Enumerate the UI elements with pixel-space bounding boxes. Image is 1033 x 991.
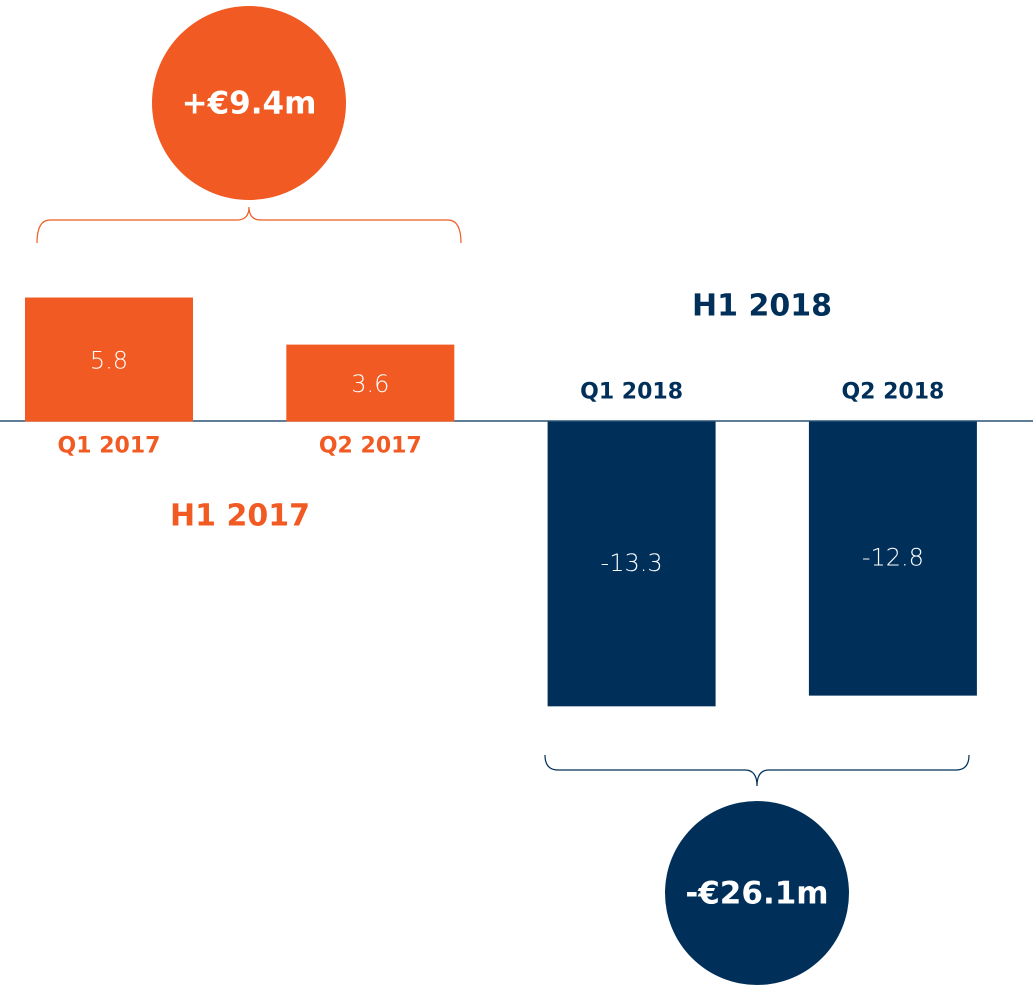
value-label: 3.6 xyxy=(351,370,389,398)
value-label: -13.3 xyxy=(601,549,663,577)
bar xyxy=(25,297,193,422)
total-label: -€26.1m xyxy=(685,876,828,912)
marks: 5.8 Q1 2017 3.6 Q2 2017 -13.3 Q1 2018 -12.8 Q2 … xyxy=(25,6,977,985)
category-label: Q1 2017 xyxy=(58,434,161,459)
category-label: Q1 2018 xyxy=(580,380,683,405)
bracket xyxy=(36,206,462,244)
total-label: +€9.4m xyxy=(182,86,317,122)
category-label: Q2 2018 xyxy=(841,380,944,405)
group-label: H1 2018 xyxy=(692,289,832,324)
bar xyxy=(808,421,977,696)
value-label: -12.8 xyxy=(862,544,924,572)
bracket xyxy=(544,754,970,787)
bar xyxy=(286,344,455,422)
total-circle xyxy=(665,801,849,985)
value-label: 5.8 xyxy=(90,347,128,375)
category-label: Q2 2017 xyxy=(319,434,422,459)
group-label: H1 2017 xyxy=(170,499,310,534)
total-circle xyxy=(152,6,346,200)
bar xyxy=(547,421,716,707)
